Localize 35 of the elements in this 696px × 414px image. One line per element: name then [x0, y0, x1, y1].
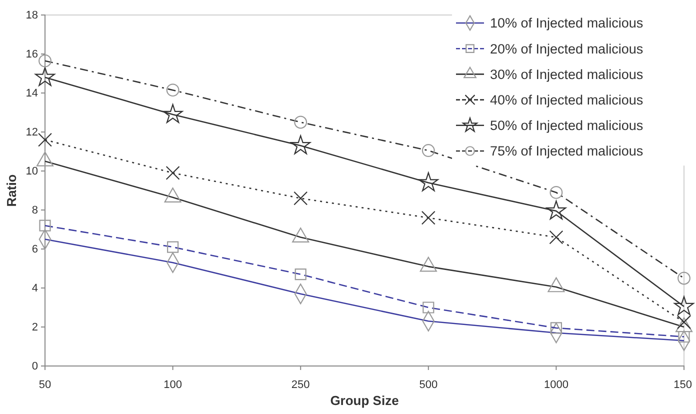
y-tick-label: 2 — [32, 322, 38, 334]
x-tick-label: 1000 — [544, 378, 568, 391]
point — [35, 66, 55, 86]
point — [162, 104, 183, 124]
legend-label: 10% of Injected malicious — [490, 16, 644, 31]
y-tick-label: 16 — [26, 48, 38, 61]
point — [674, 296, 694, 316]
y-tick-label: 6 — [32, 244, 38, 256]
point — [294, 191, 308, 206]
y-tick-label: 12 — [26, 126, 38, 139]
point — [418, 172, 438, 192]
y-tick-label: 8 — [32, 204, 38, 217]
x-tick-label: 500 — [419, 378, 438, 391]
point — [290, 135, 311, 154]
y-tick-label: 4 — [32, 282, 38, 295]
x-tick-label: 100 — [164, 378, 182, 391]
point — [546, 200, 566, 220]
legend-label: 20% of Injected malicious — [490, 41, 644, 56]
y-tick-label: 18 — [26, 10, 38, 22]
legend-label: 50% of Injected malicious — [490, 118, 644, 134]
point — [549, 230, 564, 244]
legend-label: 75% of Injected malicious — [490, 144, 644, 159]
y-tick-label: 0 — [32, 360, 38, 373]
legend-label: 40% of Injected malicious — [490, 92, 644, 108]
point — [38, 132, 52, 147]
point — [421, 210, 436, 225]
y-tick-label: 10 — [26, 166, 38, 178]
x-tick-label: 150 — [674, 378, 692, 391]
legend-label: 30% of Injected malicious — [490, 66, 644, 82]
x-tick-label: 250 — [291, 378, 310, 391]
y-tick-label: 14 — [26, 88, 38, 100]
x-axis-title: Group Size — [330, 393, 399, 408]
point — [166, 166, 180, 180]
x-tick-label: 50 — [38, 378, 52, 391]
y-axis-title: Ratio — [4, 174, 19, 207]
